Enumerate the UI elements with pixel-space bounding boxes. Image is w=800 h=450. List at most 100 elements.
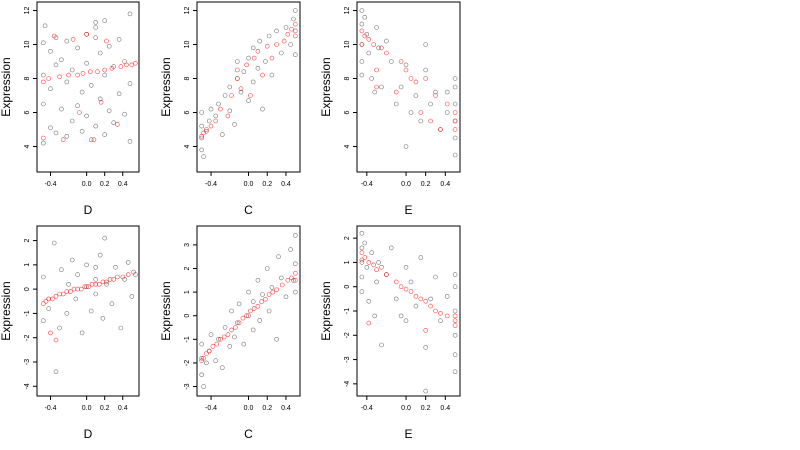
data-point [59,267,64,273]
data-point [366,50,372,56]
data-point [423,42,429,47]
data-point [359,260,365,265]
x-tick-label: 0.2 [421,181,431,188]
data-point [374,279,379,285]
data-point [122,111,127,117]
data-point [372,313,378,319]
data-point [100,315,106,321]
data-point [204,351,209,356]
data-point [104,279,109,285]
data-point [40,40,46,46]
data-point [366,260,372,265]
data-point [229,327,234,333]
data-point [403,67,409,73]
data-point [66,281,71,287]
data-point [269,285,275,290]
data-point [255,66,261,71]
data-point [84,60,89,66]
data-point [57,325,62,331]
data-point [250,79,256,85]
data-point [88,83,94,88]
data-point [88,137,94,142]
data-point [102,67,107,73]
data-point [423,328,429,333]
x-tick-label: 0.2 [421,405,431,412]
data-point [274,42,279,47]
data-point [291,16,296,22]
data-point [444,294,450,299]
data-point [379,342,384,348]
data-point [250,299,256,304]
y-tick-label: -2 [344,332,351,338]
x-tick-label: -0.4 [361,181,373,188]
data-point [113,264,118,270]
x-tick-label: 0.0 [244,181,254,188]
data-point [84,262,89,268]
data-point [46,296,52,302]
data-point [220,132,225,137]
data-point [102,72,107,78]
data-point [104,38,109,44]
data-point [413,303,419,309]
x-tick-label: 0.2 [100,405,110,412]
plot-frame [36,1,140,173]
y-tick-label: 1 [184,290,191,294]
data-point [59,57,64,63]
data-point [452,284,458,290]
data-point [95,69,100,74]
data-point [260,106,265,112]
data-point [43,298,49,304]
data-point [115,122,120,127]
data-point [250,327,256,333]
data-point [444,110,450,115]
y-tick-label: 12 [24,7,31,15]
data-point [376,260,381,265]
data-point [292,270,298,276]
data-point [250,45,256,51]
y-tick-label: 6 [24,110,31,114]
data-point [359,42,365,47]
data-point [248,308,253,314]
data-point [374,25,379,30]
y-tick-label: 4 [24,144,31,148]
data-point [452,332,458,338]
data-point [77,110,82,115]
data-point [220,365,225,371]
data-point [218,336,223,342]
data-point [359,245,365,251]
data-point [398,313,404,319]
data-point [251,55,257,61]
x-tick-label: 0.4 [440,405,450,412]
data-point [408,279,414,285]
data-point [413,93,419,98]
y-axis-title: Expression [319,57,333,116]
data-point [229,93,234,98]
data-point [251,306,257,311]
data-point [384,38,389,44]
data-point [40,135,46,141]
data-point [71,286,77,292]
data-point [210,344,216,349]
data-point [403,264,409,270]
data-point [80,71,86,76]
data-point [218,106,223,112]
y-tick-label: 10 [184,41,191,49]
data-point [379,84,384,90]
data-point [120,274,126,280]
data-point [266,33,272,39]
data-point [93,20,98,25]
x-tick-label: 0.2 [100,181,110,188]
data-point [64,311,70,316]
data-point [274,336,279,342]
scatter-panel-3: -0.4 0.0 0.2 0.4 4 6 8 10 12 E Expression [319,1,461,217]
y-tick-label: 12 [184,7,191,15]
data-point [201,154,206,159]
x-tick-label: 0.0 [401,181,411,188]
data-point [40,101,46,107]
data-point [263,296,268,302]
data-point [115,274,120,280]
y-axis-title: Expression [319,281,333,340]
data-point [53,130,59,136]
data-point [79,330,85,336]
data-point [359,289,365,294]
